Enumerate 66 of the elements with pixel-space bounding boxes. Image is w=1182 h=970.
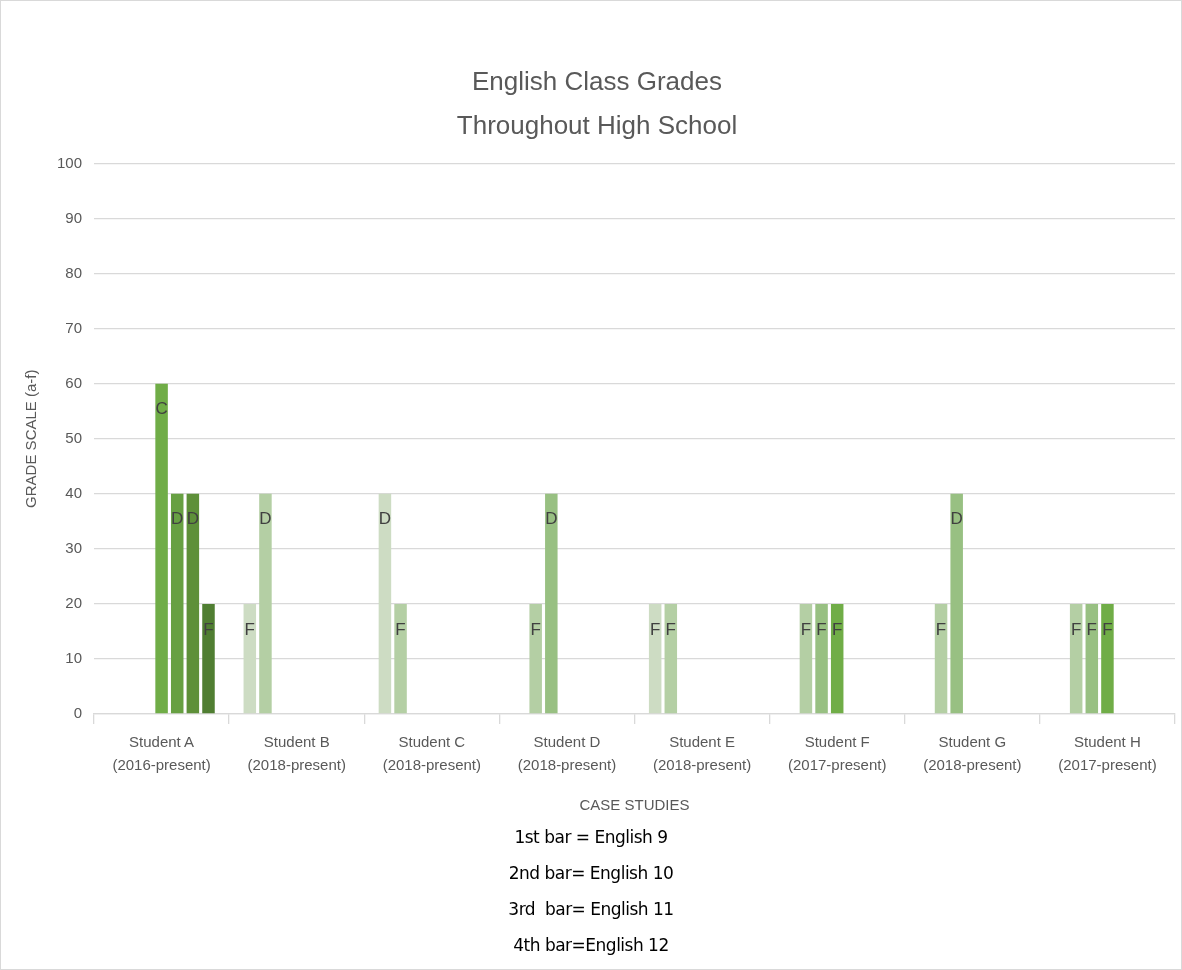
data-label: F	[244, 619, 255, 639]
bar	[394, 603, 407, 714]
y-axis-title: GRADE SCALE (a-f)	[22, 369, 40, 508]
bar	[664, 603, 678, 714]
x-tick-label: Student C (2018-present)	[382, 733, 482, 773]
bar	[830, 603, 844, 714]
bar	[1085, 603, 1099, 714]
data-label: F	[530, 619, 541, 639]
text: 3rd bar= English 11	[507, 898, 675, 921]
data-label: D	[545, 509, 558, 529]
y-tick-label: 80	[65, 263, 83, 281]
data-label: D	[378, 509, 392, 529]
data-label: D	[950, 509, 963, 529]
y-tick-label: 100	[57, 153, 83, 171]
data-label: F	[203, 619, 214, 639]
bar	[378, 493, 392, 714]
data-label: D	[259, 509, 272, 529]
bar	[1101, 603, 1114, 714]
data-label: C	[155, 399, 168, 419]
bar	[243, 603, 257, 714]
x-tick-label: Student E (2018-present)	[652, 733, 752, 773]
x-tick-label: Student F (2017-present)	[788, 733, 887, 773]
bar	[170, 493, 184, 714]
bar	[202, 603, 215, 714]
y-tick-label: 70	[65, 318, 83, 336]
data-label: F	[649, 619, 661, 639]
text: 2nd bar= English 10	[507, 862, 675, 885]
y-tick-label: 60	[65, 373, 83, 391]
y-tick-label: 90	[65, 208, 83, 226]
y-tick-label: 30	[65, 538, 83, 556]
bar	[259, 493, 272, 714]
y-tick-label: 10	[65, 649, 83, 667]
data-label: F	[665, 619, 676, 639]
bar	[799, 603, 813, 714]
bar	[648, 603, 662, 714]
data-label: F	[832, 619, 843, 639]
data-label: F	[1086, 619, 1097, 639]
bar	[815, 603, 828, 714]
text: 4th bar=English 12	[512, 934, 670, 957]
x-tick-label: Student A (2016-present)	[112, 733, 211, 773]
chart-title: English Class Grades Throughout High School	[456, 66, 738, 141]
bar	[545, 493, 558, 714]
bar	[155, 383, 168, 714]
data-label: D	[186, 509, 199, 529]
x-tick-label: Student B (2018-present)	[247, 733, 346, 773]
bar	[529, 603, 542, 714]
data-label: F	[935, 619, 947, 639]
bar	[186, 493, 200, 714]
data-label: F	[816, 619, 827, 639]
y-tick-label: 40	[65, 483, 83, 501]
y-tick-label: 50	[65, 428, 83, 446]
data-label: F	[395, 619, 406, 639]
data-label: F	[1070, 619, 1082, 639]
y-tick-label: 0	[73, 704, 83, 722]
x-axis-title: CASE STUDIES	[579, 796, 690, 814]
data-label: D	[171, 509, 184, 529]
bar	[950, 493, 963, 714]
x-tick-label: Student D (2018-present)	[517, 733, 617, 773]
y-tick-label: 20	[65, 594, 83, 612]
bar	[934, 603, 948, 714]
x-tick-label: Student G (2018-present)	[923, 733, 1022, 773]
text: 1st bar = English 9	[513, 826, 669, 849]
data-label: F	[800, 619, 812, 639]
x-tick-label: Student H (2017-present)	[1058, 733, 1157, 773]
data-label: F	[1102, 619, 1113, 639]
bar	[1069, 603, 1083, 714]
